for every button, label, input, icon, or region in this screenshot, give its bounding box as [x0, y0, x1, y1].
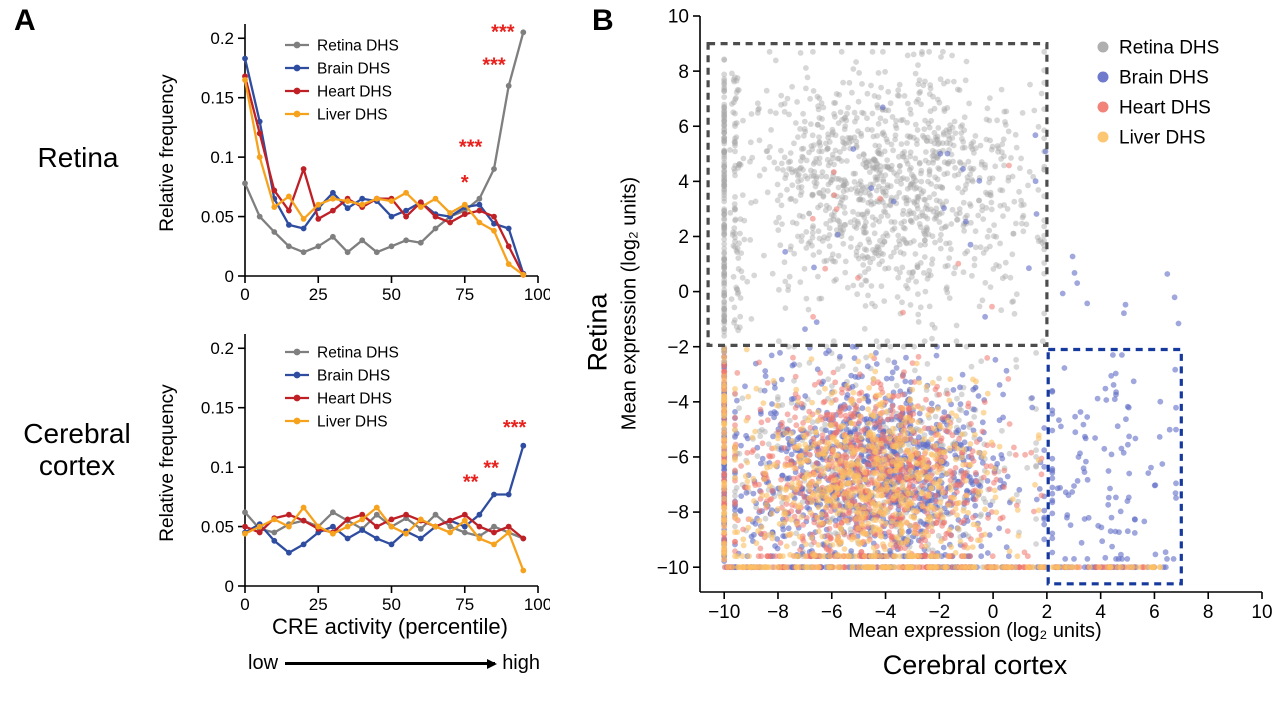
scatter-xlabel-cerebral-cortex: Cerebral cortex [882, 650, 1068, 680]
svg-text:Brain DHS: Brain DHS [317, 368, 390, 385]
svg-text:75: 75 [455, 595, 474, 614]
svg-text:Retina DHS: Retina DHS [317, 38, 399, 55]
svg-text:0.1: 0.1 [210, 458, 234, 477]
svg-text:***: *** [503, 417, 527, 439]
activity-scale: low high [248, 652, 540, 675]
svg-text:0.15: 0.15 [201, 89, 234, 108]
svg-text:50: 50 [382, 595, 401, 614]
svg-text:0.1: 0.1 [210, 148, 234, 167]
svg-text:50: 50 [382, 285, 401, 304]
retina-frequency-line-chart: 0 25 50 75 100 0 0.05 0.1 0.15 0.2 Retina DHS Brain… [201, 21, 550, 304]
expression-scatter-plot: −10 −8 −6 −4 −2 0 2 4 6 8 10−10−8−6−4−20246810Reti… [657, 7, 1273, 623]
scatter-xlabel-expression: Mean expression (log₂ units) [848, 620, 1102, 642]
svg-text:Liver DHS: Liver DHS [317, 414, 388, 431]
scale-high-label: high [502, 652, 540, 674]
svg-text:0.2: 0.2 [210, 339, 234, 358]
svg-text:**: ** [483, 457, 499, 479]
svg-text:*: * [461, 172, 469, 194]
row-title-retina: Retina [37, 142, 119, 173]
svg-text:Brain DHS: Brain DHS [317, 61, 390, 78]
svg-text:Retina DHS: Retina DHS [317, 345, 399, 362]
svg-text:***: *** [491, 21, 515, 43]
cre-activity-xlabel: CRE activity (percentile) [272, 614, 508, 639]
svg-text:25: 25 [309, 595, 328, 614]
panel-b-label: B [592, 4, 614, 37]
svg-text:Heart DHS: Heart DHS [317, 391, 392, 408]
svg-text:***: *** [482, 55, 506, 77]
svg-text:0: 0 [240, 595, 249, 614]
svg-text:Heart DHS: Heart DHS [317, 84, 392, 101]
svg-text:**: ** [463, 472, 479, 494]
svg-text:25: 25 [309, 285, 328, 304]
arrow-right-icon [285, 662, 496, 665]
cortex-frequency-line-chart: 0 25 50 75 100 0 0.05 0.1 0.15 0.2 Retina DHS Brain… [201, 334, 550, 614]
svg-text:0.15: 0.15 [201, 399, 234, 418]
svg-text:0: 0 [225, 577, 234, 596]
row-title-cerebral-cortex: Cerebral cortex [23, 418, 131, 482]
svg-text:75: 75 [455, 285, 474, 304]
svg-text:100: 100 [524, 285, 550, 304]
svg-text:0.2: 0.2 [210, 29, 234, 48]
svg-text:***: *** [459, 137, 483, 159]
svg-text:0.05: 0.05 [201, 518, 234, 537]
panel-a-label: A [14, 4, 36, 37]
svg-text:0.05: 0.05 [201, 208, 234, 227]
svg-text:0: 0 [240, 285, 249, 304]
svg-text:100: 100 [524, 595, 550, 614]
svg-text:0: 0 [225, 267, 234, 286]
scale-low-label: low [248, 652, 279, 674]
svg-text:Liver DHS: Liver DHS [317, 107, 388, 124]
